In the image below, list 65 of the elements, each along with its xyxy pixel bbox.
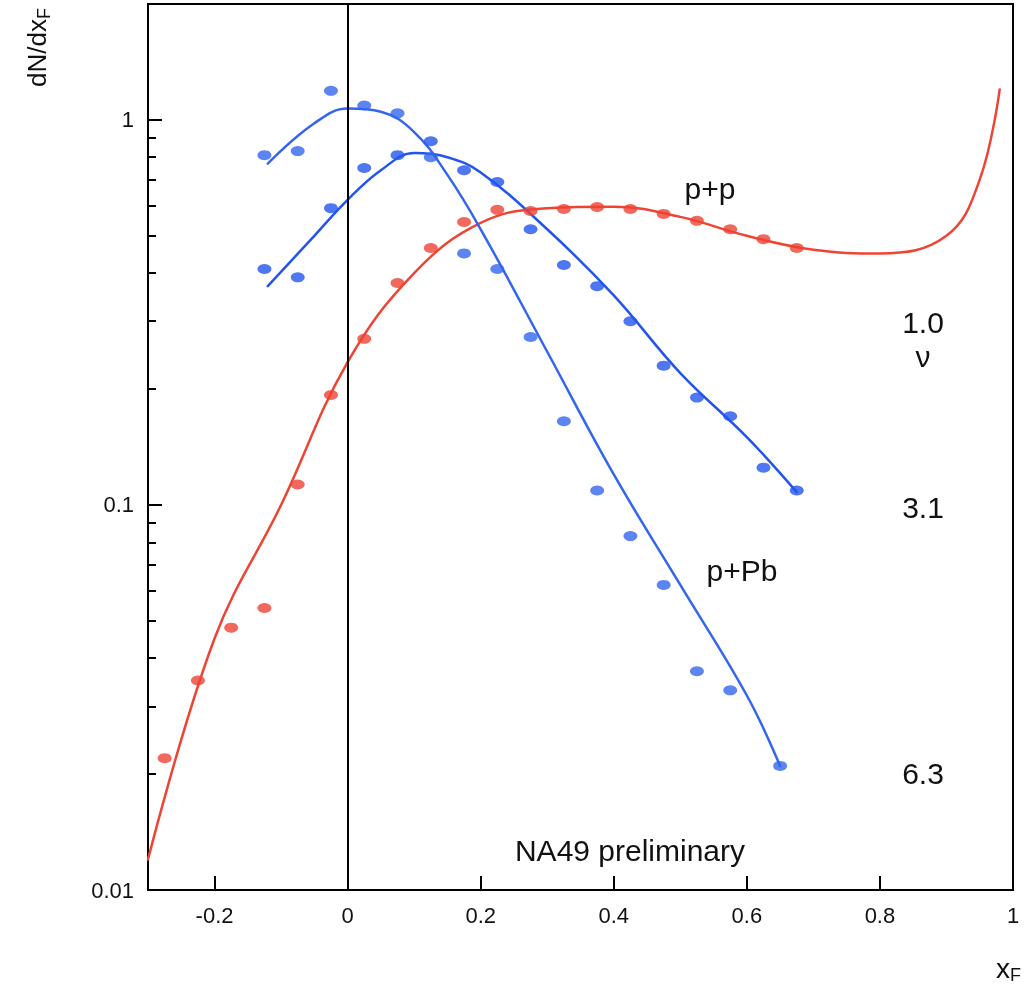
point bbox=[324, 390, 338, 400]
point bbox=[723, 411, 738, 422]
point bbox=[457, 217, 472, 228]
point bbox=[390, 108, 405, 119]
annotation: 6.3 bbox=[902, 756, 944, 790]
point bbox=[590, 281, 605, 292]
point bbox=[723, 224, 738, 235]
point bbox=[390, 150, 405, 161]
point bbox=[523, 332, 538, 343]
point bbox=[190, 675, 205, 686]
point bbox=[789, 485, 804, 496]
annotation: p+p bbox=[684, 171, 736, 205]
point bbox=[290, 272, 305, 283]
point bbox=[656, 579, 671, 590]
point bbox=[556, 259, 571, 270]
point bbox=[390, 278, 405, 289]
point bbox=[689, 215, 704, 226]
y-axis-title: dN/dxF bbox=[22, 8, 54, 87]
point bbox=[656, 208, 671, 219]
x-tick-label: 1 bbox=[1006, 902, 1020, 928]
x-tick-label: 0.6 bbox=[731, 902, 763, 928]
point bbox=[789, 242, 804, 253]
x-tick-label: 0.8 bbox=[864, 902, 896, 928]
annotation: 1.0 bbox=[902, 305, 944, 339]
point bbox=[689, 392, 704, 403]
point bbox=[656, 360, 671, 371]
annotation: ν bbox=[915, 339, 931, 373]
point bbox=[457, 248, 472, 259]
point bbox=[324, 85, 338, 96]
annotation: NA49 preliminary bbox=[514, 833, 746, 867]
point bbox=[290, 146, 305, 157]
point bbox=[423, 152, 438, 163]
point bbox=[423, 242, 438, 253]
x-tick-label: 0.2 bbox=[465, 902, 496, 928]
x-tick-label: -0.2 bbox=[195, 902, 234, 928]
point bbox=[224, 622, 239, 633]
y-tick-label: 1 bbox=[121, 107, 134, 133]
point bbox=[623, 531, 638, 542]
y-tick-label: 0.1 bbox=[103, 492, 134, 518]
point bbox=[423, 136, 438, 147]
point bbox=[490, 204, 505, 215]
annotation: p+Pb bbox=[706, 553, 778, 587]
point bbox=[157, 753, 172, 764]
point bbox=[357, 163, 372, 174]
point bbox=[723, 685, 738, 696]
point bbox=[773, 760, 788, 771]
point bbox=[324, 203, 338, 214]
point bbox=[556, 416, 571, 427]
annotation: 3.1 bbox=[902, 490, 944, 524]
point bbox=[590, 485, 605, 496]
point bbox=[457, 165, 472, 176]
x-tick-label: 0 bbox=[341, 902, 354, 928]
x-tick-label: 0.4 bbox=[598, 902, 630, 928]
point bbox=[756, 234, 771, 245]
point bbox=[689, 666, 704, 677]
y-tick-label: 0.01 bbox=[91, 877, 134, 903]
point bbox=[523, 224, 538, 235]
point bbox=[623, 316, 638, 327]
point bbox=[357, 100, 372, 111]
point bbox=[257, 150, 272, 161]
point bbox=[357, 333, 372, 344]
point bbox=[490, 176, 505, 187]
point bbox=[290, 479, 305, 490]
point bbox=[590, 202, 605, 213]
point bbox=[756, 462, 771, 473]
